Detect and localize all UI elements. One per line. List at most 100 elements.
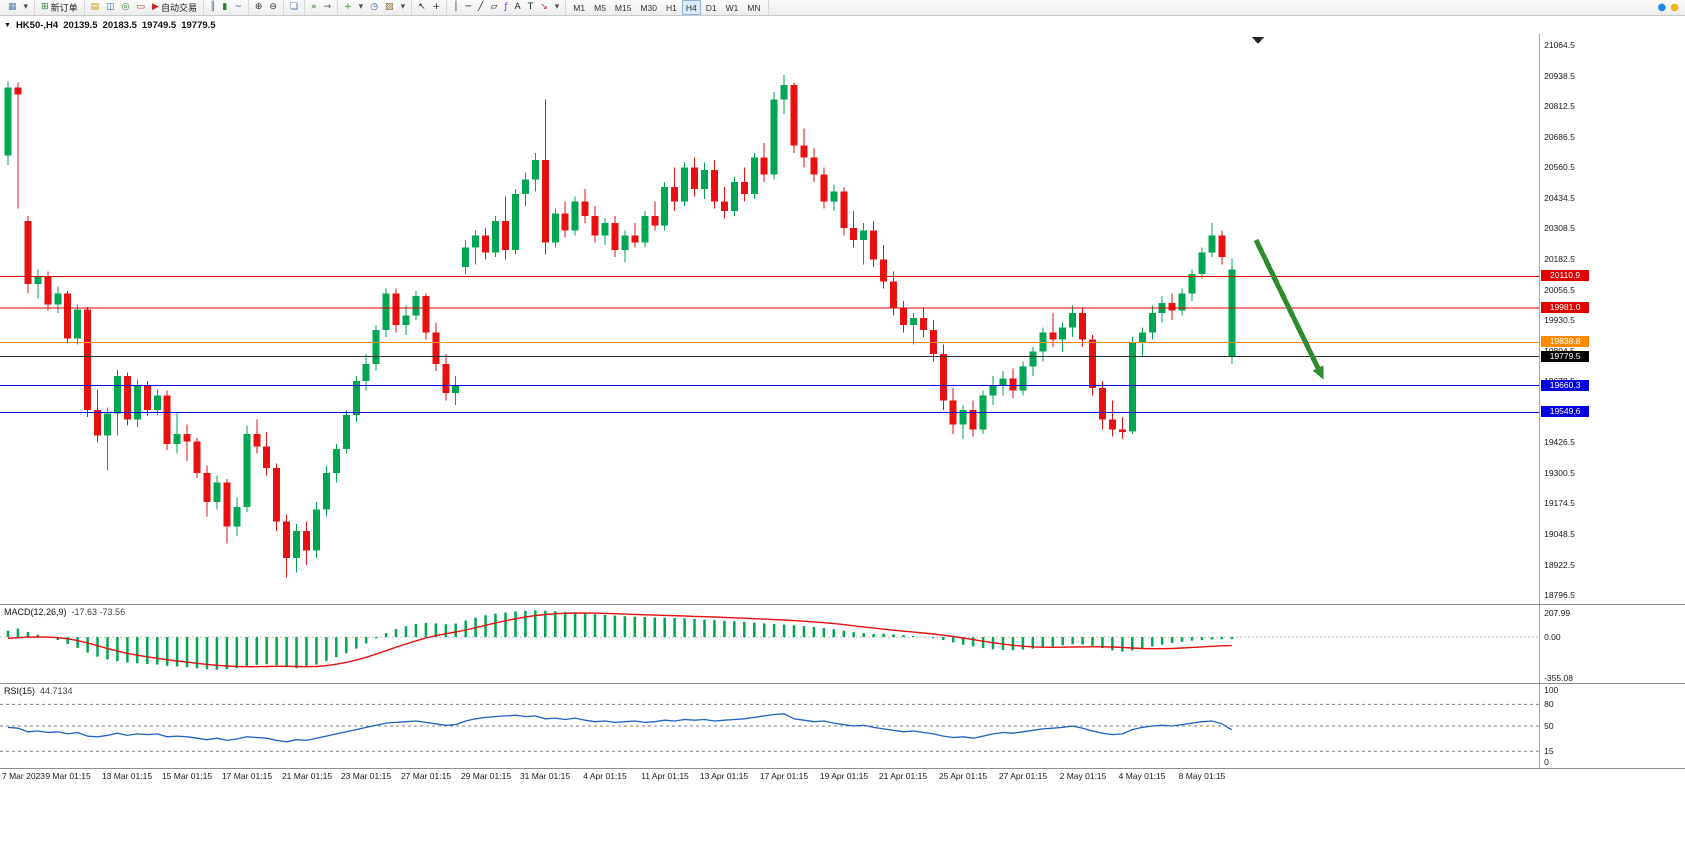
rsi-value: 44.7134	[40, 686, 73, 696]
macd-axis-tick: 0.00	[1544, 632, 1561, 643]
date-label: 7 Mar 2023	[2, 771, 45, 781]
auto-scroll-button[interactable]: »	[308, 0, 320, 15]
equidistant-channel-button[interactable]: ▱	[487, 0, 500, 15]
new-chart-button[interactable]: ▦	[5, 0, 20, 15]
toolbar-group: ║ ▮ ~	[204, 0, 249, 15]
price-axis[interactable]: 21064.5 20938.5 20812.5 20686.5 20560.5 20434…	[1539, 34, 1685, 604]
new-order-button[interactable]: ⊞ 新订单	[38, 0, 81, 15]
candle	[84, 309, 92, 410]
community-icon[interactable]: ●	[1657, 1, 1667, 13]
cursor-button[interactable]: ↖	[415, 0, 429, 15]
candle	[472, 235, 480, 248]
equidistant-channel-icon: ▱	[490, 2, 498, 12]
horizontal-line-button[interactable]: ─	[463, 0, 474, 15]
chart-candlesticks-button[interactable]: ▮	[219, 0, 230, 15]
candle	[432, 332, 440, 364]
indicators-dropdown-button[interactable]: ▾	[356, 0, 367, 15]
templates-icon: ▨	[385, 2, 394, 12]
candle	[352, 380, 360, 415]
macd-axis-tick: 207.99	[1544, 608, 1571, 619]
indicators-button[interactable]: +	[341, 0, 355, 15]
timeframe-m30-button[interactable]: M30	[640, 2, 658, 13]
rsi-axis-tick: 80	[1544, 699, 1554, 710]
candle	[263, 446, 271, 469]
candle	[303, 531, 310, 551]
macd-header: MACD(12,26,9) -17.63 -73.56	[4, 607, 125, 617]
timeframe-mn-button[interactable]: MN	[747, 2, 761, 13]
timeframe-h4-button[interactable]: H4	[681, 0, 701, 15]
date-label: 17 Mar 01:15	[221, 771, 273, 781]
chart-bars-button[interactable]: ║	[207, 0, 218, 15]
macd-label: MACD(12,26,9)	[4, 607, 67, 617]
candle	[104, 413, 111, 436]
text-icon: A	[514, 2, 521, 12]
date-label: 29 Mar 01:15	[460, 771, 512, 781]
profiles-button[interactable]: ▤	[88, 0, 103, 15]
zoom-in-button[interactable]: ⊕	[252, 0, 266, 15]
zoom-out-button[interactable]: ⊖	[266, 0, 280, 15]
macd-axis[interactable]: 207.99 0.00 -355.08	[1539, 605, 1685, 683]
candle	[183, 434, 191, 442]
candle	[94, 410, 101, 436]
fibonacci-button[interactable]: ƒ	[501, 0, 510, 15]
macd-svg	[0, 610, 1540, 670]
rsi-axis[interactable]: 100 80 50 15 0	[1539, 684, 1685, 768]
candle	[422, 296, 430, 333]
candle	[919, 317, 927, 330]
candle	[730, 182, 738, 212]
candle	[1128, 342, 1136, 432]
arrows-button[interactable]: ↘	[537, 0, 551, 15]
crosshair-button[interactable]: +	[430, 0, 444, 15]
chart-line-button[interactable]: ~	[231, 0, 245, 15]
macd-plot[interactable]: MACD(12,26,9) -17.63 -73.56	[0, 605, 1540, 683]
arrows-dropdown-button[interactable]: ▾	[552, 0, 563, 15]
toolbar-group: ⊞ 新订单	[35, 0, 85, 15]
text-button[interactable]: A	[512, 0, 524, 15]
indicators-dropdown-icon: ▾	[358, 2, 364, 12]
timeframe-w1-button[interactable]: W1	[725, 2, 739, 13]
new-chart-dropdown-button[interactable]: ▾	[21, 0, 32, 15]
candle	[1029, 351, 1037, 367]
candle	[1188, 274, 1196, 294]
alerts-icon[interactable]: ●	[1670, 1, 1679, 13]
timeframe-d1-button[interactable]: D1	[705, 2, 717, 13]
period-clock-button[interactable]: ◷	[367, 0, 381, 15]
timeframe-m1-button[interactable]: M1	[573, 2, 586, 13]
fibonacci-icon: ƒ	[504, 2, 508, 12]
main-chart-plot[interactable]	[0, 34, 1540, 604]
trendline-button[interactable]: ╱	[475, 0, 486, 15]
chart-shift-button[interactable]: →	[321, 0, 335, 15]
price-tick: 20938.5	[1544, 70, 1575, 81]
rsi-axis-tick: 50	[1544, 721, 1554, 731]
time-axis[interactable]: 7 Mar 2023 9 Mar 01:15 13 Mar 01:15 15 Mar …	[0, 769, 1540, 785]
timeframe-m15-button[interactable]: M15	[614, 2, 632, 13]
symbol-dropdown-icon[interactable]: ▼	[4, 21, 11, 29]
navigator-button[interactable]: ◎	[119, 0, 133, 15]
autotrading-button[interactable]: ▶ 自动交易	[149, 0, 200, 15]
terminal-button[interactable]: ▭	[134, 0, 149, 15]
rsi-plot[interactable]: RSI(15) 44.7134	[0, 684, 1540, 768]
profiles-icon: ▤	[90, 2, 100, 12]
templates-dropdown-icon: ▾	[400, 2, 406, 12]
candle	[462, 247, 470, 267]
rsi-label: RSI(15)	[4, 686, 36, 696]
templates-dropdown-button[interactable]: ▾	[398, 0, 409, 15]
chart-header: ▼ HK50-,H4 20139.5 20183.5 19749.5 19779…	[0, 16, 1685, 34]
text-label-button[interactable]: T	[525, 0, 537, 15]
timeframe-m5-button[interactable]: M5	[594, 2, 606, 13]
market-watch-button[interactable]: ◫	[103, 0, 118, 15]
price-tick: 20056.5	[1544, 284, 1575, 295]
tile-windows-button[interactable]: ❏	[287, 0, 301, 15]
trend-arrow	[1253, 238, 1324, 380]
vertical-line-button[interactable]: │	[450, 0, 461, 15]
tile-windows-icon: ❏	[289, 2, 299, 12]
candle	[123, 376, 131, 420]
timeframe-h1-button[interactable]: H1	[666, 2, 677, 13]
candle	[750, 157, 758, 195]
market-watch-icon: ◫	[106, 2, 115, 12]
date-label: 21 Mar 01:15	[281, 771, 333, 781]
indicators-icon: +	[344, 2, 352, 12]
candle	[701, 169, 708, 190]
candle	[1009, 378, 1017, 391]
templates-button[interactable]: ▨	[382, 0, 397, 15]
